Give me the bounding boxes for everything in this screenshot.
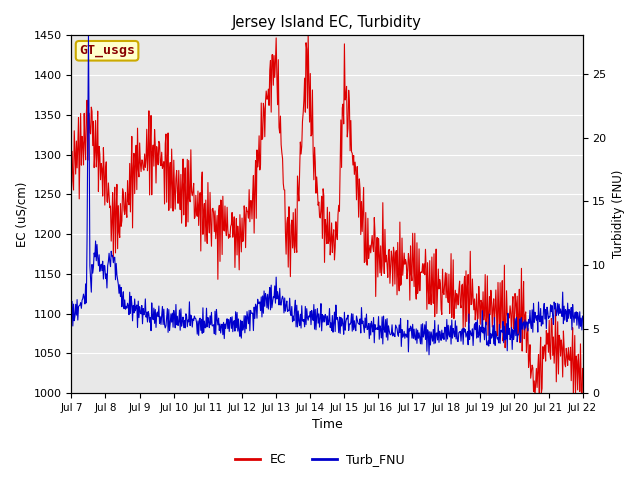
EC bbox=[68, 174, 76, 180]
EC bbox=[77, 110, 84, 116]
Legend: EC, Turb_FNU: EC, Turb_FNU bbox=[230, 448, 410, 471]
EC bbox=[304, 30, 312, 36]
Text: GT_usgs: GT_usgs bbox=[79, 44, 135, 57]
EC bbox=[578, 406, 586, 412]
Turb_FNU bbox=[84, 33, 92, 38]
Turb_FNU bbox=[68, 317, 76, 323]
Turb_FNU bbox=[77, 300, 84, 306]
EC bbox=[209, 206, 216, 212]
Turb_FNU bbox=[425, 352, 433, 358]
EC bbox=[181, 165, 189, 171]
X-axis label: Time: Time bbox=[312, 419, 342, 432]
Line: Turb_FNU: Turb_FNU bbox=[72, 36, 582, 355]
Turb_FNU bbox=[579, 313, 586, 319]
EC bbox=[390, 244, 397, 250]
Turb_FNU bbox=[404, 349, 412, 355]
EC bbox=[579, 366, 586, 372]
Y-axis label: EC (uS/cm): EC (uS/cm) bbox=[15, 181, 28, 247]
EC bbox=[129, 165, 137, 171]
Turb_FNU bbox=[209, 323, 217, 328]
Turb_FNU bbox=[130, 310, 138, 316]
Turb_FNU bbox=[182, 311, 189, 317]
Y-axis label: Turbidity (FNU): Turbidity (FNU) bbox=[612, 170, 625, 258]
EC bbox=[404, 251, 412, 256]
Title: Jersey Island EC, Turbidity: Jersey Island EC, Turbidity bbox=[232, 15, 422, 30]
Line: EC: EC bbox=[72, 33, 582, 409]
Turb_FNU bbox=[390, 330, 397, 336]
